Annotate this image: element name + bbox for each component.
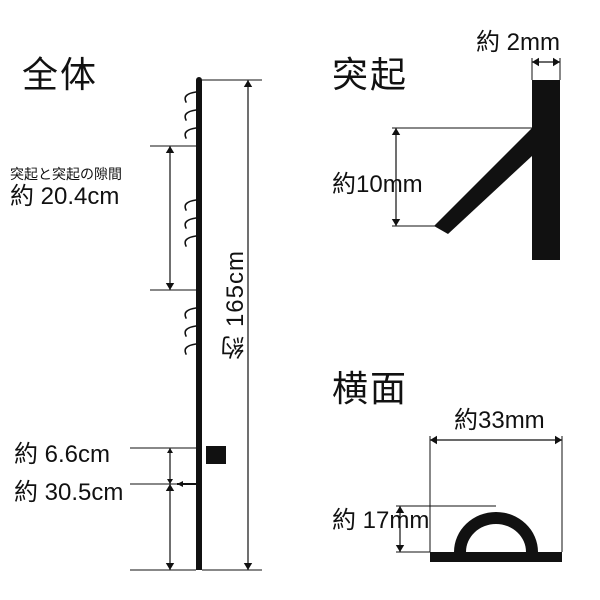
diagram-svg: [0, 0, 600, 600]
